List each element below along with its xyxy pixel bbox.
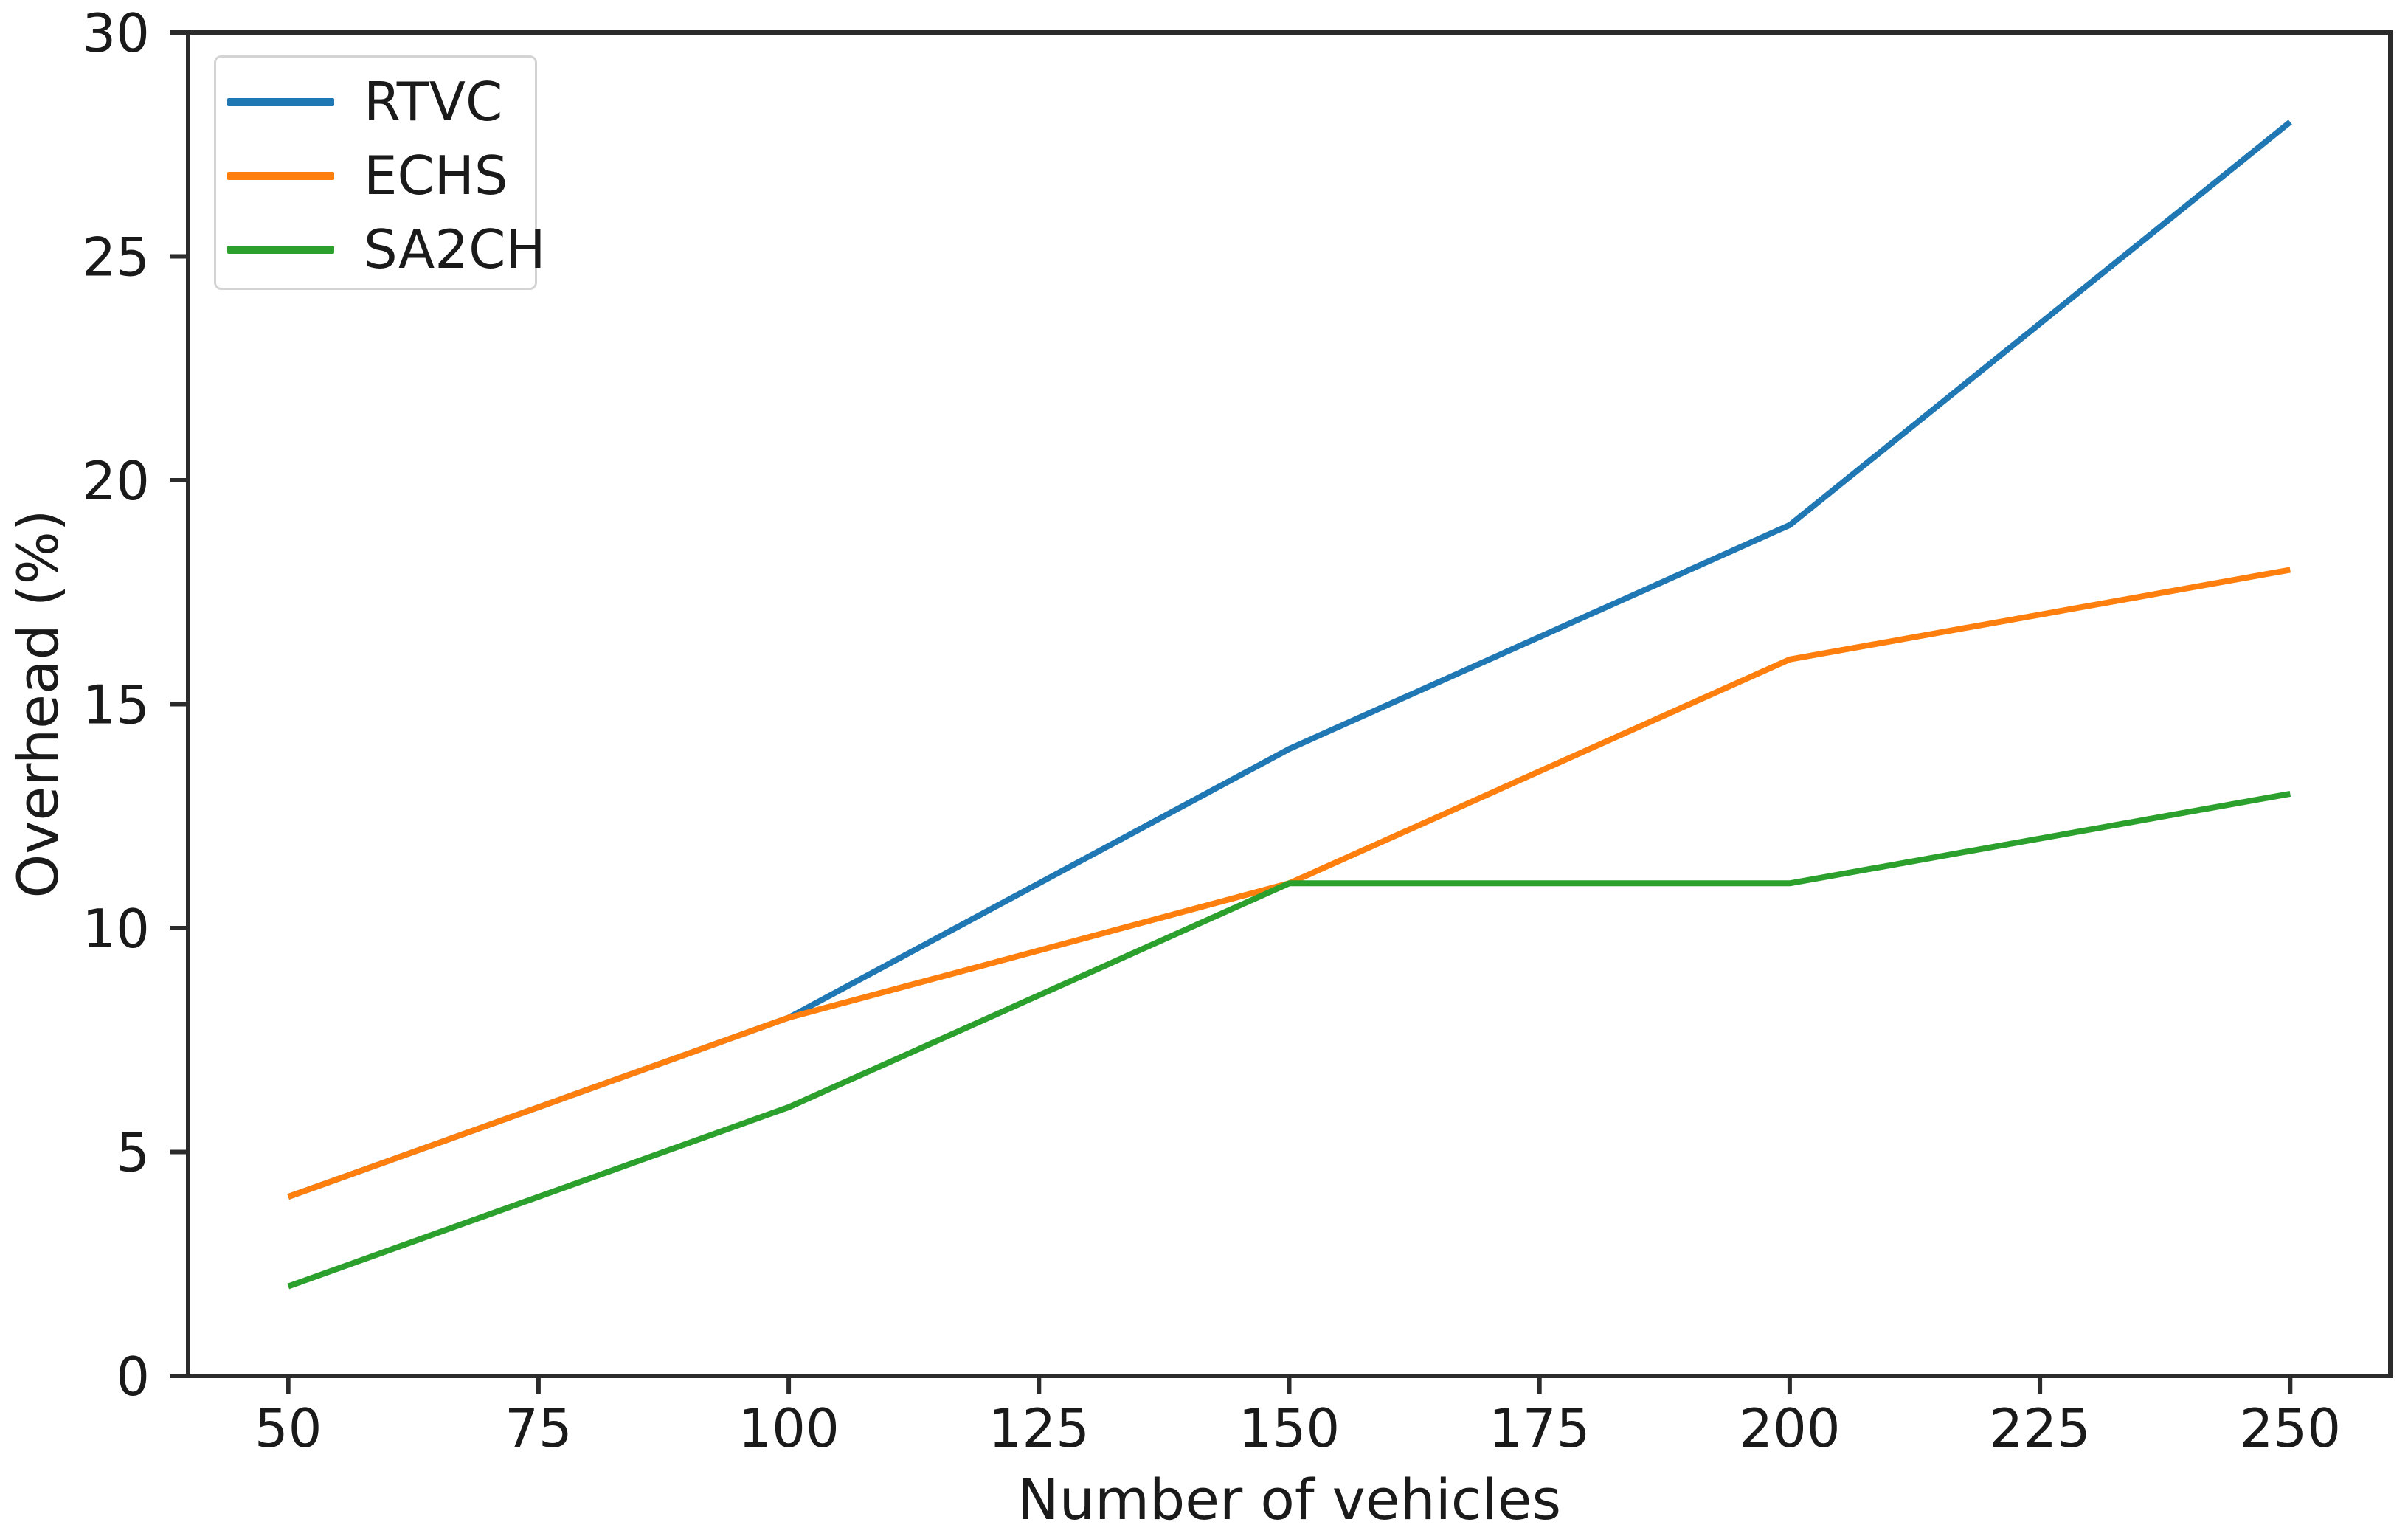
sa2ch-line-swatch xyxy=(227,245,334,254)
x-tick-label: 250 xyxy=(2240,1397,2341,1459)
x-tick-label: 175 xyxy=(1489,1397,1590,1459)
legend: RTVC ECHS SA2CH xyxy=(214,55,546,290)
rtvc-line-swatch xyxy=(227,97,334,106)
y-tick-label: 20 xyxy=(82,450,150,512)
y-tick-label: 10 xyxy=(82,898,150,960)
x-tick-label: 100 xyxy=(738,1397,839,1459)
legend-entry-echs: ECHS xyxy=(227,139,535,212)
legend-label-echs: ECHS xyxy=(364,145,508,207)
x-axis-label: Number of vehicles xyxy=(1017,1467,1562,1532)
x-tick-label: 50 xyxy=(255,1397,322,1459)
x-tick-label: 75 xyxy=(505,1397,572,1459)
y-tick-label: 5 xyxy=(116,1122,150,1184)
x-tick-label: 125 xyxy=(989,1397,1090,1459)
y-tick-label: 0 xyxy=(116,1346,150,1408)
x-tick-label: 225 xyxy=(1989,1397,2090,1459)
y-axis-label: Overhead (%) xyxy=(5,509,71,899)
y-tick-label: 30 xyxy=(82,2,150,64)
legend-label-rtvc: RTVC xyxy=(364,71,503,133)
x-tick-label: 150 xyxy=(1239,1397,1340,1459)
legend-entry-sa2ch: SA2CH xyxy=(227,212,546,286)
y-tick-label: 25 xyxy=(82,226,150,288)
series-line-sa2ch xyxy=(287,790,2291,1290)
x-tick-label: 200 xyxy=(1739,1397,1840,1459)
legend-entry-rtvc: RTVC xyxy=(227,65,535,139)
series-line-rtvc xyxy=(287,120,2292,1200)
legend-label-sa2ch: SA2CH xyxy=(364,218,546,280)
echs-line-swatch xyxy=(227,171,334,180)
y-tick-label: 15 xyxy=(82,674,150,736)
